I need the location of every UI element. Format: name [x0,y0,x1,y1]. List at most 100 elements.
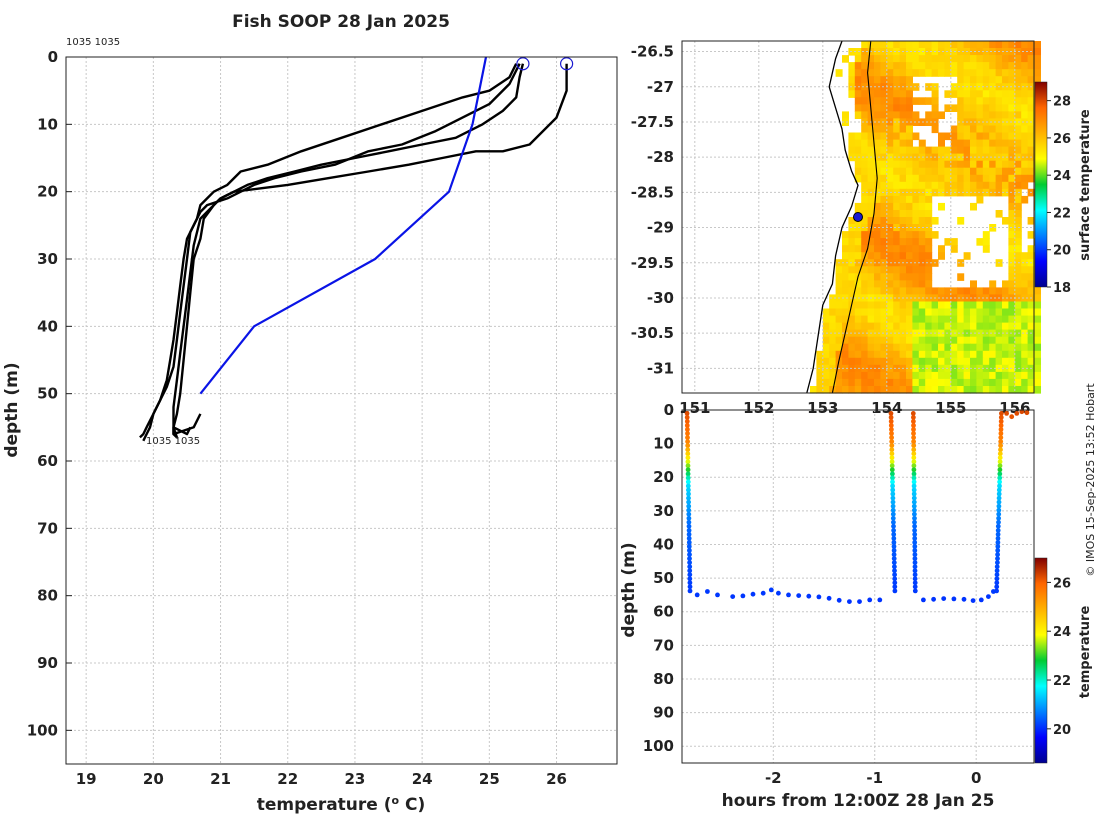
sst-cell [886,139,894,148]
sst-cell [893,188,901,197]
sst-cell [906,76,913,84]
section-point [911,439,916,444]
section-point [996,503,1002,509]
sst-cell [880,202,888,211]
sst-cell [848,336,856,345]
sst-cell [1014,62,1022,70]
sst-cell [880,146,888,155]
sst-cell [963,343,971,352]
sst-cell [931,336,939,345]
temperature-colorbar [1034,557,1048,764]
sst-cell [1034,378,1041,387]
sst-cell [1021,160,1029,169]
sst-cell [893,259,901,267]
sst-cell [906,315,913,324]
sst-cell [867,76,875,84]
sst-cell [989,62,997,70]
profile-bottom-label: 1035 1035 [146,436,200,447]
sst-cell [1002,132,1009,141]
sst-cell [989,69,997,77]
sst-cell [950,55,958,63]
sst-cell [893,231,901,239]
sst-cell [1021,153,1029,162]
sst-cell [1002,153,1009,162]
sst-cell [982,62,990,70]
sst-cell [906,125,913,134]
sst-cell [899,238,907,246]
sst-cell [1021,266,1029,274]
sst-cell [982,245,990,253]
sst-cell [970,160,977,169]
sst-cell [931,301,939,310]
sst-cell [1014,55,1022,63]
sst-cell [989,174,997,183]
sst-cell [861,294,869,302]
section-point [994,576,1000,582]
section-point [891,556,897,561]
section-point [891,544,897,549]
sst-cell [861,111,869,119]
section-panel: -2 -1 0 0 10 20 30 40 50 60 70 80 90 100 hours from … [619,401,1093,811]
sst-cell [982,231,990,239]
section-point [687,584,693,590]
sst-cell [989,224,997,232]
sst-cell [906,322,913,331]
sst-cell [912,245,920,253]
section-y-tick-label: 80 [653,670,674,688]
sst-cell [848,238,856,246]
sst-cell [854,378,862,387]
sst-cell [886,245,894,253]
sst-cell [906,329,913,338]
sst-cell [918,174,926,183]
sst-cell [893,224,901,232]
sst-cell [970,301,977,310]
sst-cell [944,350,952,359]
sst-cell [893,245,901,253]
sst-cell [912,160,920,169]
sst-cell [874,188,881,197]
sst-cell [1002,160,1009,169]
sst-cell [931,350,939,359]
sst-cell [982,343,990,352]
sst-cell [899,350,907,359]
sst-cell [950,343,958,352]
sst-cell [893,266,901,274]
sst-cell [963,350,971,359]
sst-cell [906,378,913,387]
sst-cell [893,343,901,352]
section-point [890,495,896,501]
sst-cell [880,111,888,119]
sst-cell [1027,301,1035,310]
sst-cell [912,301,920,310]
section-y-tick-label: 50 [653,569,674,587]
sst-cell [1014,343,1022,352]
sst-cell [957,76,965,84]
sst-cell [957,357,965,366]
map-lat-tick-label: -28 [647,148,674,166]
section-point [890,479,895,485]
sst-cell [880,336,888,345]
sst-cell [854,371,862,380]
sst-cell [1008,146,1016,155]
sst-cell [963,357,971,366]
sst-cell [1021,308,1029,317]
sst-cell [918,195,926,204]
sst-cell [861,41,869,49]
section-x-axis-label: hours from 12:00Z 28 Jan 25 [722,791,995,811]
section-point [687,576,693,582]
section-point [891,523,896,529]
sst-cell [970,97,977,105]
sst-cell [893,104,901,112]
sst-cell [842,111,849,119]
sst-cell [861,315,869,324]
sst-cell [938,167,945,176]
sst-cell [880,55,888,63]
section-point [890,507,896,513]
section-point [687,580,693,586]
sst-cell [899,343,907,352]
sst-cell [976,181,984,190]
temperature-colorbar-ticks: 20 22 24 26 [1047,576,1071,738]
section-point [686,523,692,529]
profile-y-tick-label: 60 [37,452,58,470]
sst-cell [906,287,913,295]
